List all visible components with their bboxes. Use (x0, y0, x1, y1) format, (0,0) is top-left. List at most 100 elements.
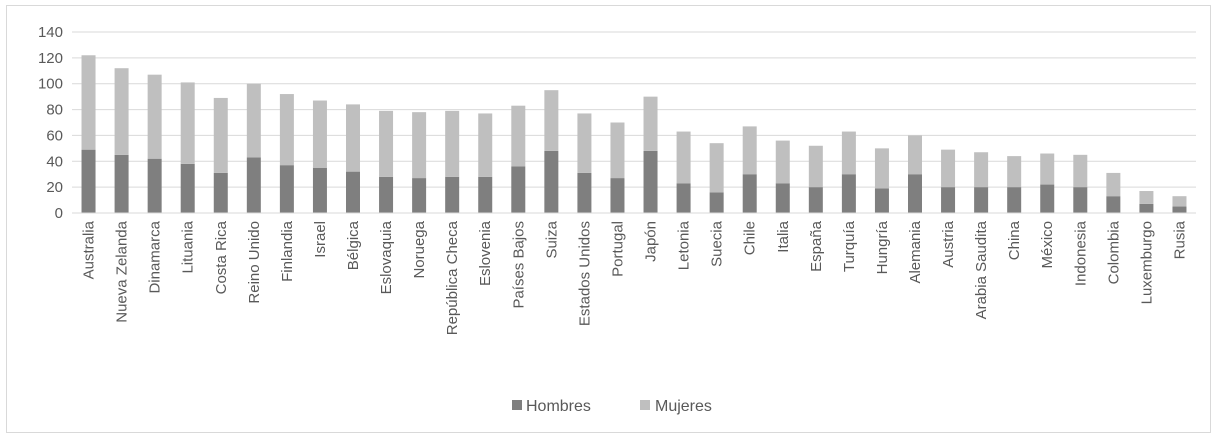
bar-mujeres-reino-unido (246, 83, 261, 158)
bar-hombres-italia (775, 183, 790, 213)
x-tick-label-rusia: Rusia (1171, 220, 1188, 259)
x-tick-label-letonia: Letonia (676, 220, 693, 270)
bar-hombres-australia (81, 149, 96, 213)
bar-mujeres-eslovenia (478, 113, 493, 177)
y-tick-label-120: 120 (38, 50, 63, 67)
bar-hombres-suiza (544, 150, 559, 213)
bar-mujeres-suiza (544, 90, 559, 151)
bar-hombres-japon (643, 150, 658, 213)
x-tick-label-lituania: Lituania (180, 220, 197, 273)
bar-mujeres-chile (742, 126, 757, 175)
x-tick-label-luxemburgo: Luxemburgo (1138, 221, 1155, 304)
bar-hombres-hungria (874, 188, 889, 213)
bar-hombres-indonesia (1073, 187, 1088, 213)
y-tick-label-140: 140 (38, 24, 63, 41)
y-tick-label-60: 60 (46, 127, 63, 144)
x-tick-label-finlandia: Finlandia (279, 220, 296, 282)
bar-mujeres-indonesia (1073, 154, 1088, 188)
x-tick-label-turquia: Turquía (841, 220, 858, 272)
bar-mujeres-turquia (841, 131, 856, 175)
bar-hombres-costa-rica (213, 172, 228, 213)
bar-mujeres-belgica (346, 104, 360, 172)
bar-mujeres-australia (81, 55, 96, 150)
bar-mujeres-portugal (610, 122, 625, 179)
x-tick-label-arabia-saudita: Arabia Saudita (973, 220, 990, 319)
bar-mujeres-letonia (676, 131, 691, 184)
bar-hombres-austria (941, 187, 956, 213)
y-tick-label-80: 80 (46, 102, 63, 119)
x-tick-label-italia: Italia (775, 220, 792, 252)
bar-hombres-rusia (1172, 206, 1187, 213)
bar-hombres-letonia (676, 183, 691, 213)
bar-hombres-estados-unidos (577, 172, 592, 213)
x-tick-label-nueva-zelanda: Nueva Zelanda (114, 220, 131, 322)
bar-hombres-dinamarca (147, 158, 162, 213)
x-tick-label-estados-unidos: Estados Unidos (576, 221, 593, 326)
x-tick-label-austria: Austria (940, 220, 957, 267)
bar-hombres-paises-bajos (511, 166, 526, 213)
x-tick-label-indonesia: Indonesia (1072, 220, 1089, 286)
chart-frame (6, 5, 1211, 433)
bar-hombres-turquia (841, 174, 856, 213)
x-tick-label-eslovenia: Eslovenia (477, 220, 494, 286)
y-tick-label-40: 40 (46, 153, 63, 170)
bar-mujeres-costa-rica (213, 97, 228, 173)
gridlines (72, 31, 1196, 188)
bar-mujeres-nueva-zelanda (114, 68, 129, 155)
x-tick-label-dinamarca: Dinamarca (147, 220, 164, 293)
bar-hombres-republica-checa (445, 176, 460, 213)
legend-label-hombres: Hombres (526, 398, 591, 415)
bar-mujeres-espana (808, 145, 823, 188)
x-tick-label-costa-rica: Costa Rica (213, 220, 230, 294)
x-tick-label-eslovaquia: Eslovaquia (378, 220, 395, 294)
bar-hombres-belgica (346, 171, 360, 213)
x-tick-label-portugal: Portugal (609, 221, 626, 277)
bar-mujeres-rusia (1172, 196, 1187, 207)
bar-hombres-luxemburgo (1139, 203, 1154, 213)
bar-mujeres-luxemburgo (1139, 191, 1154, 204)
bar-hombres-arabia-saudita (974, 187, 989, 213)
bar-hombres-chile (742, 174, 757, 213)
bar-mujeres-japon (643, 96, 658, 151)
bar-hombres-reino-unido (246, 157, 261, 213)
bar-mujeres-republica-checa (445, 110, 460, 177)
bar-hombres-finlandia (279, 165, 294, 213)
x-tick-label-noruega: Noruega (411, 220, 428, 278)
bar-hombres-nueva-zelanda (114, 154, 129, 213)
x-tick-label-republica-checa: República Checa (444, 220, 461, 335)
x-tick-label-israel: Israel (312, 221, 329, 258)
bar-hombres-colombia (1106, 196, 1121, 213)
bar-mujeres-alemania (908, 135, 922, 175)
x-tick-label-hungria: Hungría (874, 220, 891, 274)
bar-hombres-lituania (180, 163, 195, 213)
x-tick-label-belgica: Bélgica (345, 220, 362, 270)
x-tick-label-japon: Japón (643, 221, 660, 262)
legend-label-mujeres: Mujeres (655, 398, 712, 415)
x-tick-label-mexico: México (1039, 221, 1056, 269)
bar-mujeres-noruega (412, 112, 427, 179)
x-tick-label-australia: Australia (81, 220, 98, 279)
y-tick-label-100: 100 (38, 76, 63, 93)
y-tick-label-0: 0 (55, 205, 63, 222)
bar-mujeres-italia (775, 140, 790, 184)
x-tick-label-paises-bajos: Países Bajos (510, 221, 527, 309)
bar-mujeres-china (1007, 156, 1022, 188)
bar-hombres-israel (312, 167, 327, 213)
bar-hombres-mexico (1040, 184, 1055, 213)
bar-mujeres-suecia (709, 143, 724, 193)
bar-mujeres-austria (941, 149, 956, 188)
bar-hombres-portugal (610, 178, 625, 213)
bar-mujeres-eslovaquia (379, 110, 394, 177)
x-tick-label-chile: Chile (742, 221, 759, 255)
x-tick-label-reino-unido: Reino Unido (246, 221, 263, 304)
x-tick-label-suiza: Suiza (543, 220, 560, 258)
x-tick-label-colombia: Colombia (1105, 220, 1122, 284)
bar-hombres-china (1007, 187, 1022, 213)
bar-hombres-eslovaquia (379, 176, 394, 213)
bars (81, 55, 1187, 213)
bar-mujeres-lituania (180, 82, 195, 164)
bar-mujeres-paises-bajos (511, 105, 526, 167)
x-tick-label-suecia: Suecia (709, 220, 726, 267)
bar-hombres-alemania (908, 174, 922, 213)
